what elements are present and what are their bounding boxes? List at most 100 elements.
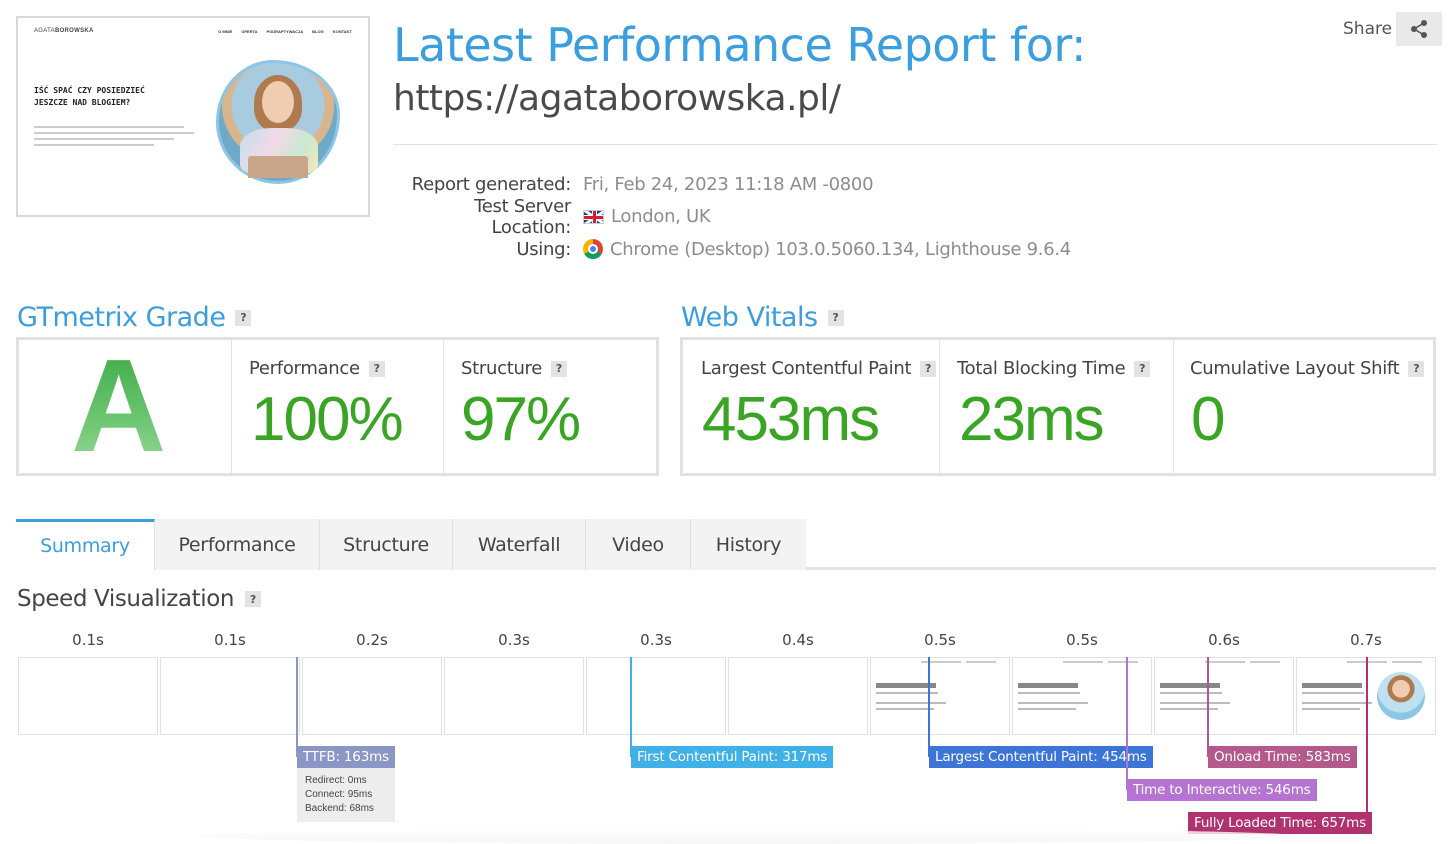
- structure-score-value: 97%: [461, 385, 581, 454]
- tab-waterfall[interactable]: Waterfall: [453, 519, 586, 570]
- ttfb-connect: Connect: 95ms: [305, 789, 373, 800]
- tab-structure[interactable]: Structure: [320, 519, 453, 570]
- structure-score-cell: Structure ? 97%: [444, 340, 656, 473]
- tab-summary[interactable]: Summary: [16, 519, 155, 570]
- ttfb-redirect: Redirect: 0ms: [305, 775, 367, 786]
- report-url[interactable]: https://agataborowska.pl/: [393, 78, 841, 119]
- thumbnail-text-line: [34, 138, 174, 140]
- performance-label-text: Performance: [249, 358, 360, 379]
- filmstrip-frame[interactable]: [302, 657, 442, 735]
- meta-label: Test Server Location:: [474, 195, 571, 238]
- filmstrip-frame[interactable]: [444, 657, 584, 735]
- gtmetrix-grade-panel: A Performance ? 100% Structure ? 97%: [16, 337, 659, 476]
- structure-score-label: Structure ?: [461, 358, 568, 379]
- performance-score-label: Performance ?: [249, 358, 385, 379]
- help-icon[interactable]: ?: [827, 309, 844, 326]
- marker-badge-fully-loaded[interactable]: Fully Loaded Time: 657ms: [1188, 812, 1372, 834]
- gtmetrix-grade-heading: GTmetrix Grade ?: [17, 302, 252, 333]
- timeline-marker-fully-loaded: [1366, 657, 1368, 823]
- meta-value-server: London, UK: [583, 206, 711, 228]
- tab-performance[interactable]: Performance: [155, 519, 320, 570]
- report-meta: Report generated: Fri, Feb 24, 2023 11:1…: [393, 168, 1072, 266]
- timeline-marker-fcp: [630, 657, 632, 757]
- tab-video[interactable]: Video: [586, 519, 691, 570]
- speed-visualization-title: Speed Visualization: [17, 586, 235, 612]
- timeline-tick-label: 0.1s: [72, 631, 104, 649]
- timeline-marker-lcp: [928, 657, 930, 757]
- report-title: Latest Performance Report for:: [393, 18, 1086, 72]
- thumbnail-nav: AGATABOROWSKA O MNIE OFERTA PODRAPTYWACJ…: [34, 26, 352, 36]
- chrome-icon: [583, 239, 603, 260]
- uk-flag-icon: [583, 209, 604, 224]
- filmstrip-frame[interactable]: [160, 657, 300, 735]
- meta-label: Using:: [516, 238, 571, 260]
- thumbnail-menu-item: BLOG: [312, 28, 324, 34]
- site-screenshot-thumbnail[interactable]: AGATABOROWSKA O MNIE OFERTA PODRAPTYWACJ…: [16, 16, 370, 217]
- help-icon[interactable]: ?: [920, 360, 937, 377]
- web-vitals-title: Web Vitals: [681, 302, 818, 333]
- filmstrip-frame[interactable]: [870, 657, 1010, 735]
- header-divider: [393, 144, 1437, 145]
- thumbnail-menu-item: PODRAPTYWACJA: [266, 28, 304, 34]
- help-icon[interactable]: ?: [368, 360, 385, 377]
- performance-score-value: 100%: [251, 385, 404, 454]
- filmstrip-frame[interactable]: [1012, 657, 1152, 735]
- help-icon[interactable]: ?: [551, 360, 568, 377]
- timeline-tick-label: 0.5s: [924, 631, 956, 649]
- gtmetrix-grade-title: GTmetrix Grade: [17, 302, 226, 333]
- cls-label: Cumulative Layout Shift ?: [1190, 358, 1425, 379]
- help-icon[interactable]: ?: [1134, 360, 1151, 377]
- meta-row-server: Test Server Location: London, UK: [393, 196, 1071, 238]
- share-icon: [1411, 20, 1428, 38]
- tab-history[interactable]: History: [691, 519, 806, 570]
- filmstrip-frame[interactable]: [728, 657, 868, 735]
- thumbnail-heading-line: IŚĆ SPAĆ CZY POSIEDZIEĆ: [34, 86, 145, 95]
- thumbnail-brand: AGATABOROWSKA: [34, 28, 94, 34]
- filmstrip-frame[interactable]: [586, 657, 726, 735]
- timeline-marker-ttfb: [296, 657, 298, 757]
- marker-badge-ttfb[interactable]: TTFB: 163ms: [297, 746, 395, 768]
- tbt-label-text: Total Blocking Time: [957, 358, 1126, 379]
- structure-label-text: Structure: [461, 358, 543, 379]
- thumbnail-menu: O MNIE OFERTA PODRAPTYWACJA BLOG KONTAKT: [218, 29, 352, 34]
- marker-badge-onload[interactable]: Onload Time: 583ms: [1208, 746, 1357, 768]
- report-tabs: Summary Performance Structure Waterfall …: [16, 519, 806, 570]
- timeline-tick-label: 0.3s: [640, 631, 672, 649]
- marker-badge-fcp[interactable]: First Contentful Paint: 317ms: [631, 746, 834, 768]
- help-icon[interactable]: ?: [245, 591, 262, 607]
- marker-badge-tti[interactable]: Time to Interactive: 546ms: [1127, 779, 1317, 801]
- server-location: London, UK: [611, 206, 711, 228]
- timeline-tick-label: 0.4s: [782, 631, 814, 649]
- help-icon[interactable]: ?: [235, 309, 252, 326]
- thumbnail-text-line: [34, 126, 184, 128]
- timeline-marker-onload: [1207, 657, 1209, 757]
- help-icon[interactable]: ?: [1408, 360, 1425, 377]
- ttfb-detail-box: Redirect: 0ms Connect: 95ms Backend: 68m…: [297, 768, 395, 822]
- thumbnail-heading: IŚĆ SPAĆ CZY POSIEDZIEĆ JESZCZE NAD BLOG…: [34, 85, 184, 109]
- tbt-cell: Total Blocking Time ? 23ms: [940, 340, 1174, 473]
- share-button[interactable]: [1396, 12, 1443, 46]
- thumbnail-menu-item: OFERTA: [241, 28, 258, 34]
- thumbnail-text-line: [34, 144, 154, 146]
- thumbnail-laptop: [248, 156, 308, 178]
- filmstrip-frame[interactable]: [18, 657, 158, 735]
- grade-letter: A: [71, 332, 167, 479]
- cls-cell: Cumulative Layout Shift ? 0: [1174, 340, 1433, 473]
- tbt-value: 23ms: [959, 385, 1105, 454]
- meta-value-browser: Chrome (Desktop) 103.0.5060.134, Lightho…: [583, 239, 1071, 260]
- thumbnail-text-line: [34, 132, 194, 134]
- tbt-label: Total Blocking Time ?: [957, 358, 1151, 379]
- browser-version: Chrome (Desktop) 103.0.5060.134, Lightho…: [610, 238, 1071, 260]
- thumbnail-heading-line: JESZCZE NAD BLOGIEM?: [34, 98, 131, 107]
- speed-visualization-heading: Speed Visualization ?: [17, 586, 262, 612]
- share-control: Share: [1343, 12, 1443, 46]
- timeline-tick-label: 0.3s: [498, 631, 530, 649]
- marker-badge-lcp[interactable]: Largest Contentful Paint: 454ms: [929, 746, 1153, 768]
- cls-value: 0: [1191, 385, 1226, 454]
- meta-label: Report generated:: [411, 173, 572, 195]
- lcp-label-text: Largest Contentful Paint: [701, 358, 912, 379]
- meta-row-report-generated: Report generated: Fri, Feb 24, 2023 11:1…: [393, 168, 1071, 201]
- filmstrip-frame[interactable]: [1154, 657, 1294, 735]
- lcp-cell: Largest Contentful Paint ? 453ms: [683, 340, 940, 473]
- meta-row-using: Using: Chrome (Desktop) 103.0.5060.134, …: [393, 233, 1071, 266]
